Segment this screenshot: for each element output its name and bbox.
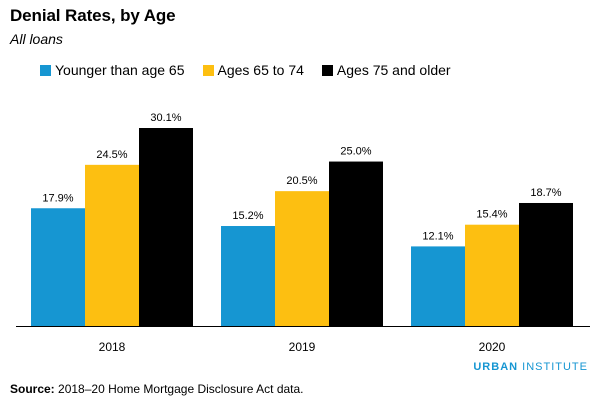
data-label-2018-75-older: 30.1% [150,112,181,124]
data-label-2019-younger: 15.2% [232,210,263,222]
source-note: Source: 2018–20 Home Mortgage Disclosure… [10,382,304,396]
data-label-2019-75-older: 25.0% [340,146,371,158]
legend-swatch-younger [40,64,51,76]
bar-2020-65-74 [465,224,519,326]
legend: Younger than age 65 Ages 65 to 74 Ages 7… [40,62,469,78]
source-label: Source: [10,382,55,396]
bar-2019-75-older [329,161,383,326]
chart-title: Denial Rates, by Age [10,6,176,25]
legend-item-75-older: Ages 75 and older [321,62,451,78]
data-label-2020-75-older: 18.7% [530,187,561,199]
bar-2019-65-74 [275,191,329,326]
x-tick-label-2020: 2020 [479,340,506,354]
data-label-2020-65-74: 15.4% [476,209,507,221]
x-tick-label-2018: 2018 [99,340,126,354]
bar-2018-75-older [139,128,193,326]
source-text: 2018–20 Home Mortgage Disclosure Act dat… [58,382,304,396]
legend-swatch-75-older [321,64,333,76]
data-label-2018-younger: 17.9% [42,192,73,204]
legend-label-65-74: Ages 65 to 74 [217,62,304,78]
bar-2019-younger [221,226,275,326]
bar-2020-younger [411,246,465,326]
chart-subtitle: All loans [10,31,63,47]
data-label-2020-younger: 12.1% [422,230,453,242]
bar-2018-65-74 [85,164,139,326]
legend-item-65-74: Ages 65 to 74 [202,62,304,78]
bar-2020-75-older [519,202,573,326]
x-tick-label-2019: 2019 [289,340,316,354]
legend-item-younger: Younger than age 65 [40,62,185,78]
bar-2018-younger [31,208,85,326]
data-label-2018-65-74: 24.5% [96,149,127,161]
urban-institute-logo: URBAN INSTITUTE [473,361,588,373]
branding-first: URBAN [473,361,519,373]
branding-second: INSTITUTE [522,361,588,373]
legend-label-younger: Younger than age 65 [55,62,185,78]
data-label-2019-65-74: 20.5% [286,175,317,187]
legend-swatch-65-74 [202,64,214,76]
legend-label-75-older: Ages 75 and older [336,62,451,78]
